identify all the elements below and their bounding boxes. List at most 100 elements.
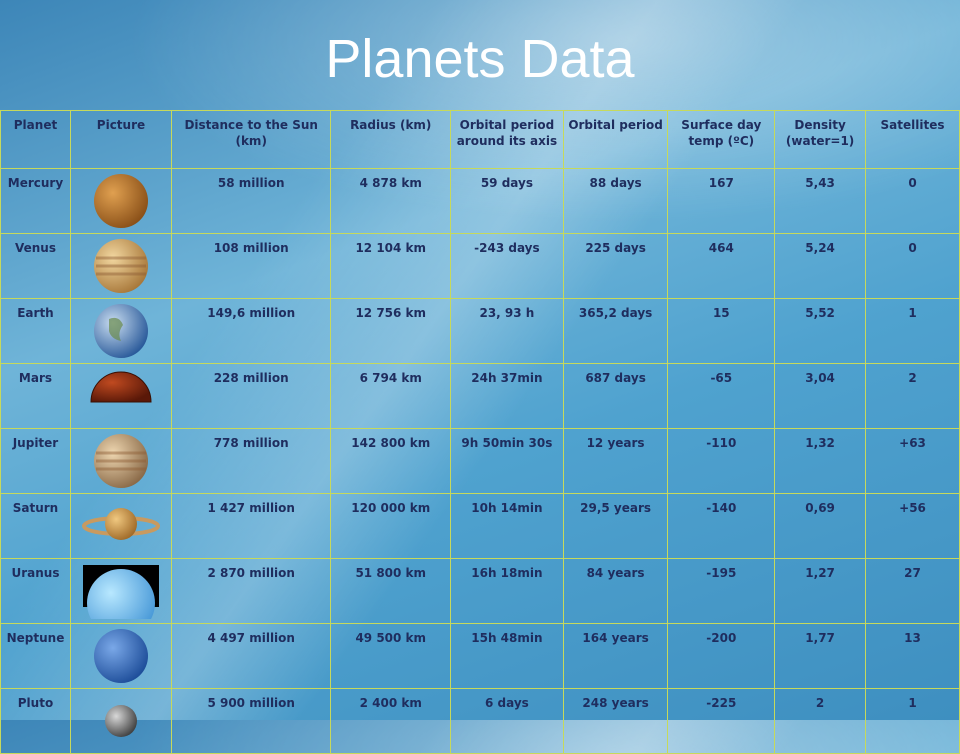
data-cell: 1 [865,298,960,364]
picture-cell [69,363,172,429]
planet [104,705,137,737]
data-cell: 1,77 [774,623,867,689]
data-cell: 24h 37min [450,363,564,429]
header-cell: Orbital period [562,110,669,169]
data-cell: 9h 50min 30s [450,428,564,494]
data-cell: 5,52 [774,298,867,364]
picture-cell [69,298,172,364]
data-cell: 6 794 km [330,363,452,429]
data-cell: 51 800 km [330,558,452,624]
data-cell: 4 878 km [330,168,452,234]
header-cell: Surface day temp (ºC) [667,110,776,169]
planet-picture [82,565,159,637]
table-row: Venus 108 million 12 104 km -243 days 225 da… [0,233,960,299]
data-cell: 12 years [562,428,669,494]
data-cell: 5,43 [774,168,867,234]
data-cell: 84 years [562,558,669,624]
data-cell: 149,6 million [170,298,332,364]
continent [108,317,123,341]
data-cell: 0 [865,233,960,299]
header-cell: Distance to the Sun (km) [170,110,332,169]
planet-name: Pluto [0,688,71,754]
data-cell: -195 [667,558,776,624]
planets-table: Planet Picture Distance to the Sun (km) Rad… [0,110,960,754]
planet [93,239,148,293]
data-cell: 778 million [170,428,332,494]
planet-picture [93,174,148,228]
data-cell: -140 [667,493,776,559]
data-cell: 16h 18min [450,558,564,624]
data-cell: 6 days [450,688,564,754]
data-cell: 2 [865,363,960,429]
planet-picture [90,371,152,403]
header-cell: Picture [69,110,172,169]
data-cell: 687 days [562,363,669,429]
planet-name: Saturn [0,493,71,559]
header-cell: Planet [0,110,71,169]
data-cell: +56 [865,493,960,559]
data-cell: 5 900 million [170,688,332,754]
planet [93,434,148,488]
table-body: Mercury 58 million 4 878 km 59 days 88 days 1… [0,168,960,754]
picture-cell [69,233,172,299]
data-cell: 15 [667,298,776,364]
planet [104,508,137,540]
data-cell: 120 000 km [330,493,452,559]
data-cell: 5,24 [774,233,867,299]
picture-cell [69,493,172,559]
data-cell: 3,04 [774,363,867,429]
data-cell: 1 [865,688,960,754]
data-cell: -200 [667,623,776,689]
data-cell: 49 500 km [330,623,452,689]
planet-picture [93,434,148,488]
table-row: Saturn 1 427 million 120 000 km 10h 14min 29… [0,493,960,559]
data-cell: -225 [667,688,776,754]
picture-cell [69,168,172,234]
picture-cell [69,623,172,689]
data-cell: 228 million [170,363,332,429]
data-cell: 365,2 days [562,298,669,364]
data-cell: 164 years [562,623,669,689]
data-cell: 27 [865,558,960,624]
picture-cell [69,428,172,494]
table-row: Jupiter 778 million 142 800 km 9h 50min 30s… [0,428,960,494]
data-cell: 13 [865,623,960,689]
data-cell: +63 [865,428,960,494]
header-cell: Satellites [865,110,960,169]
table-row: Mars 228 million 6 794 km 24h 37min 687 days… [0,363,960,429]
data-cell: -243 days [450,233,564,299]
planet-name: Mercury [0,168,71,234]
data-cell: 464 [667,233,776,299]
planet [93,304,148,358]
data-cell: 167 [667,168,776,234]
picture-cell [69,688,172,754]
table-row: Earth 149,6 million 12 756 km 23, 93 h 365,2… [0,298,960,364]
data-cell: 23, 93 h [450,298,564,364]
data-cell: 225 days [562,233,669,299]
slide-title: Planets Data [325,29,635,89]
header-row: Planet Picture Distance to the Sun (km) Rad… [0,110,960,169]
planet-name: Earth [0,298,71,364]
planet-name: Uranus [0,558,71,624]
data-cell: 59 days [450,168,564,234]
data-cell: 142 800 km [330,428,452,494]
data-cell: 4 497 million [170,623,332,689]
planet-picture [81,508,160,540]
data-cell: 2 870 million [170,558,332,624]
data-cell: -65 [667,363,776,429]
table-row: Uranus 2 870 million 51 800 km 16h 18min 84 … [0,558,960,637]
planet-picture [93,629,148,683]
data-cell: 15h 48min [450,623,564,689]
planet [90,371,152,403]
header-cell: Orbital period around its axis [450,110,564,169]
data-cell: 1,32 [774,428,867,494]
header-cell: Density (water=1) [774,110,867,169]
planet [93,174,148,228]
data-cell: 2 400 km [330,688,452,754]
data-cell: 1,27 [774,558,867,624]
data-cell: 2 [774,688,867,754]
header-cell: Radius (km) [330,110,452,169]
data-cell: 88 days [562,168,669,234]
data-cell: 0,69 [774,493,867,559]
